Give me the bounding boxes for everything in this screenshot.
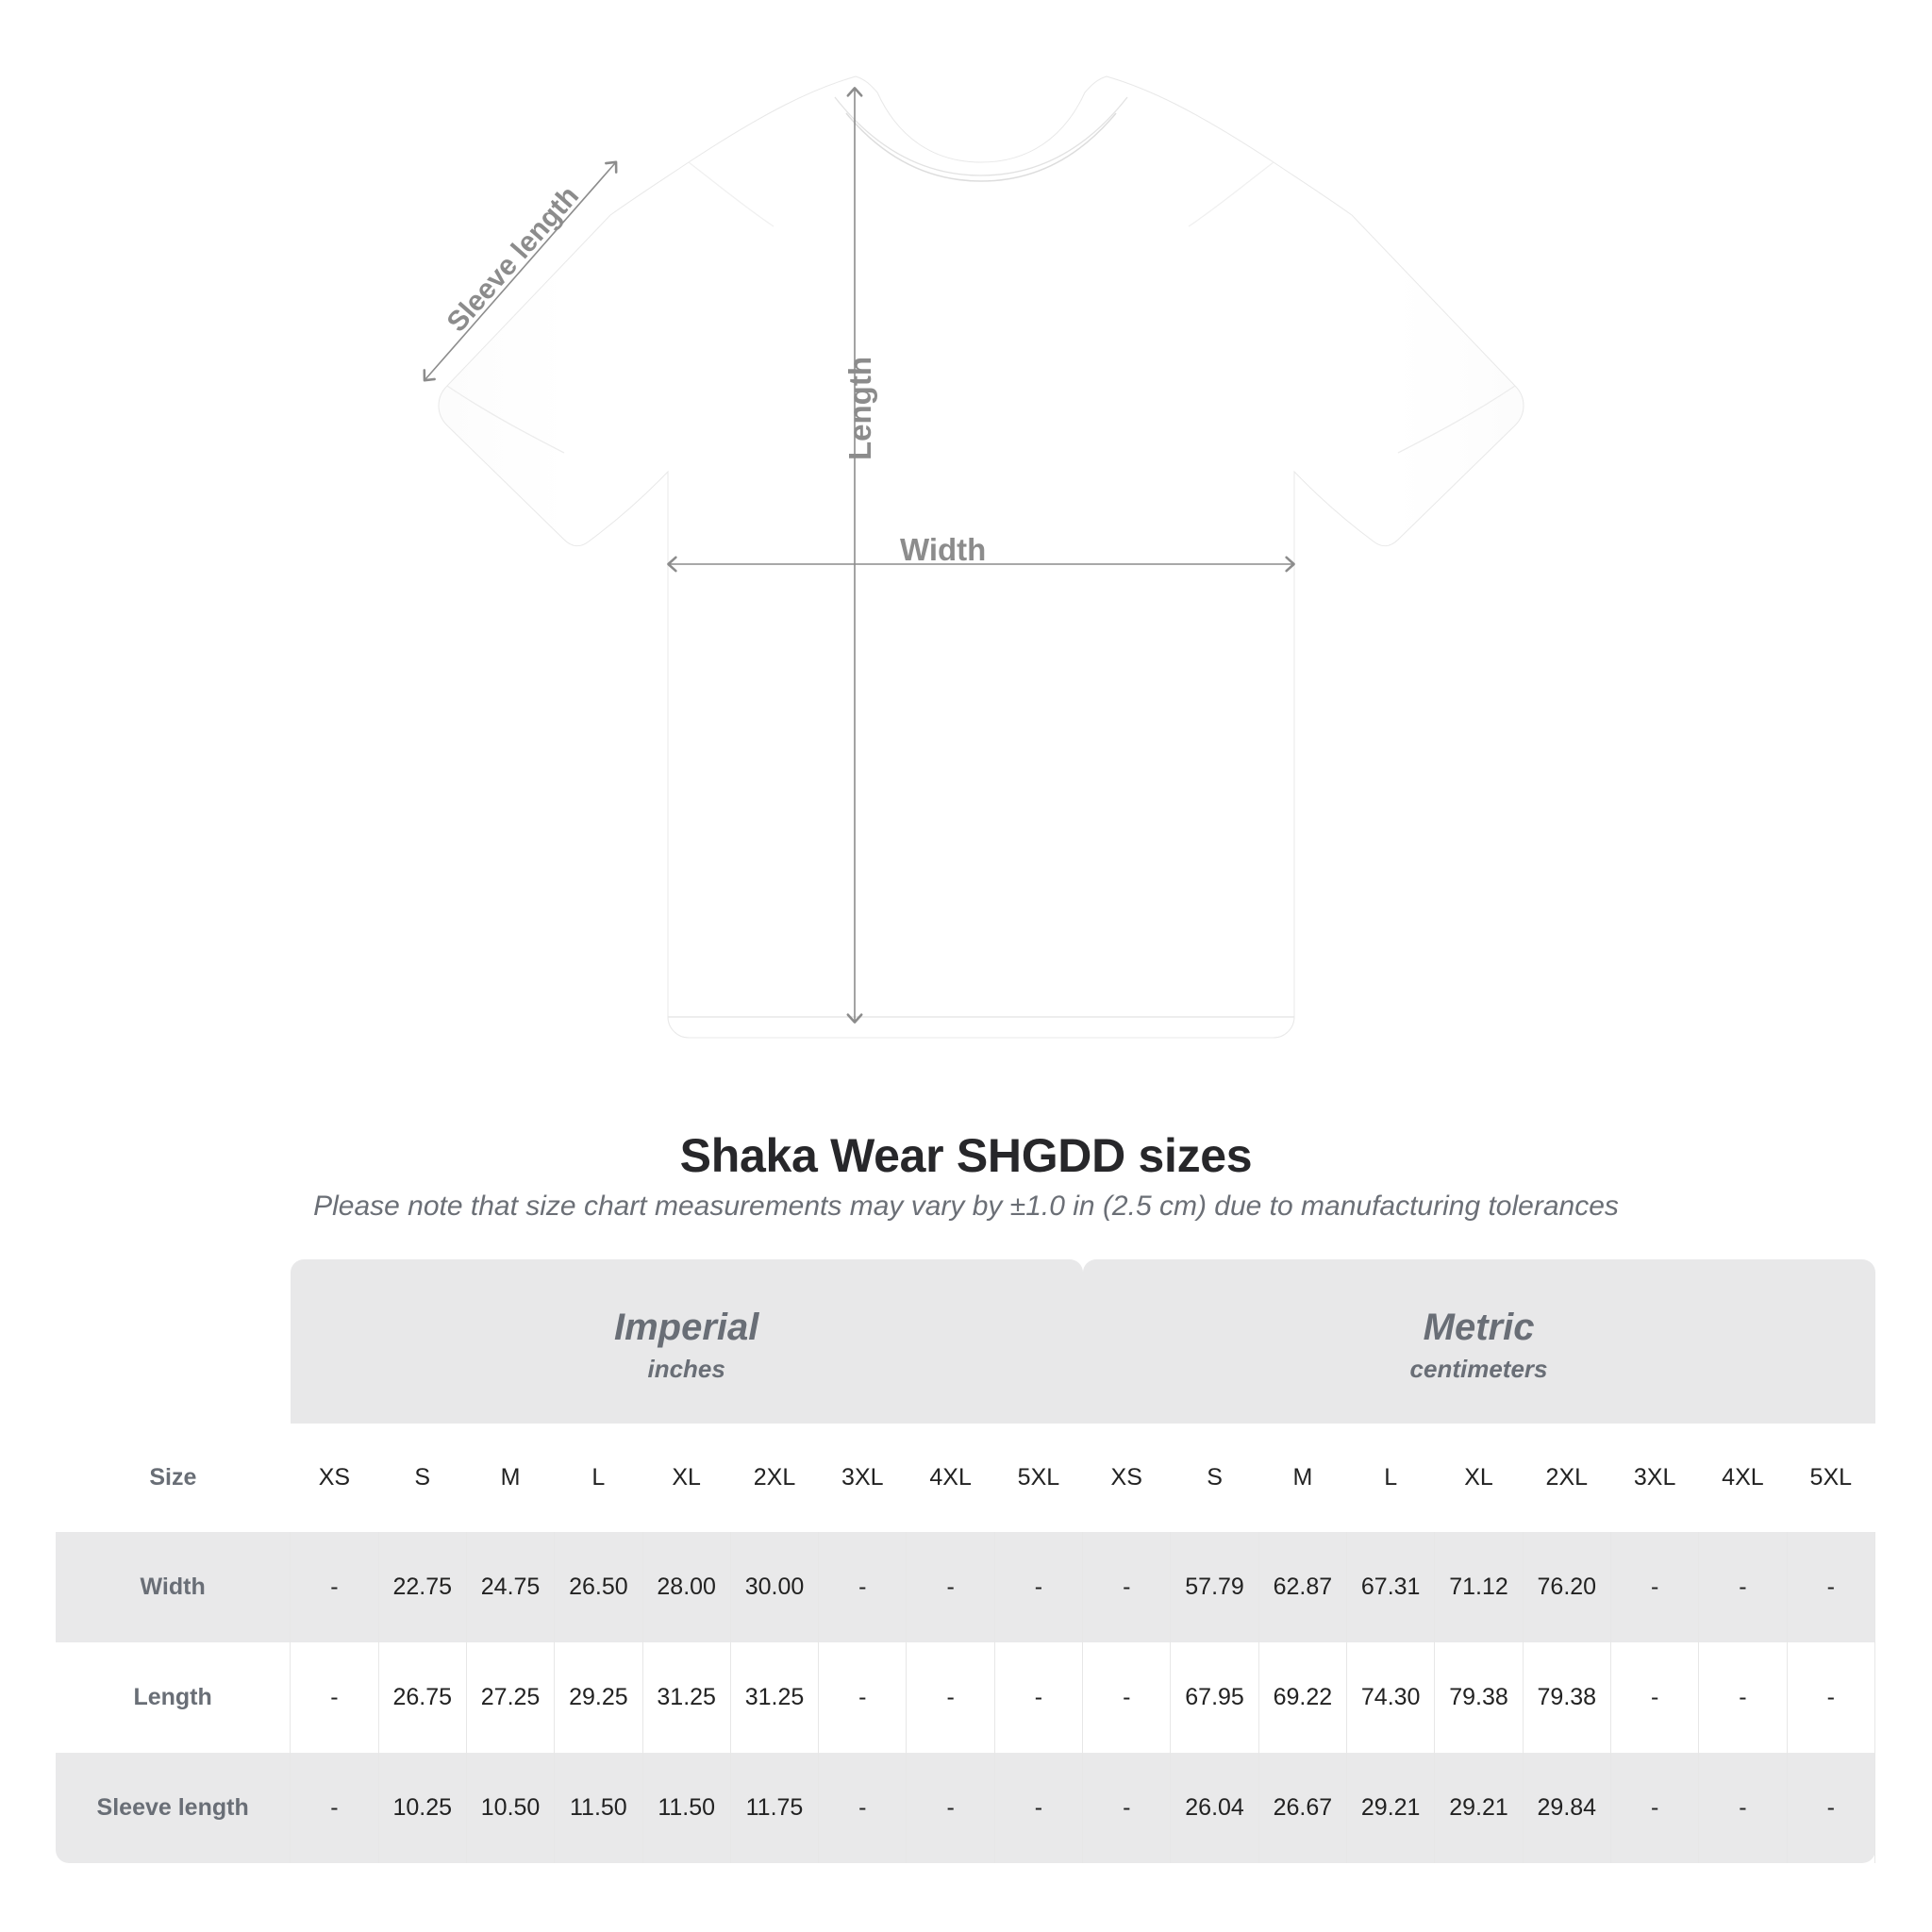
- svg-text:Width: Width: [900, 532, 986, 567]
- svg-text:Length: Length: [842, 357, 877, 460]
